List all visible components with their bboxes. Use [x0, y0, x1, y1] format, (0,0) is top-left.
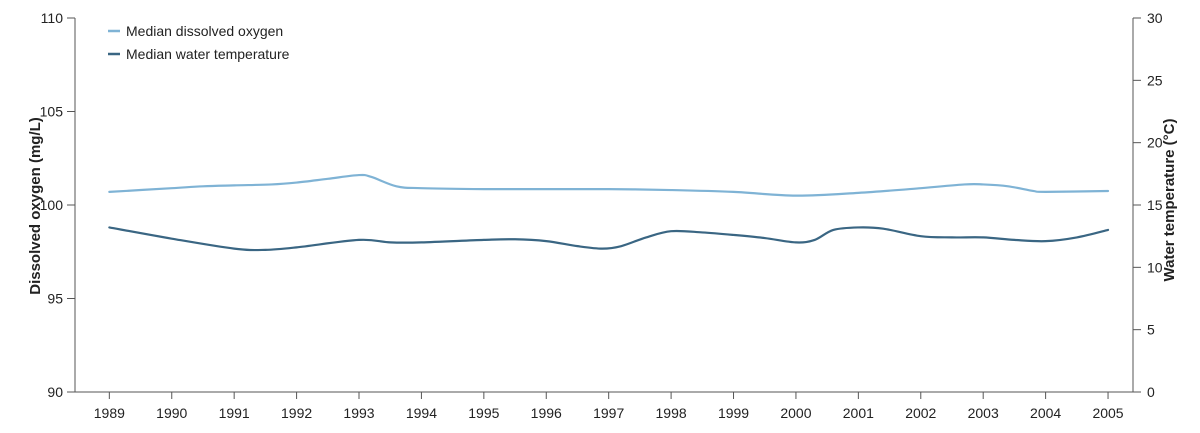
x-tick-label: 1999: [718, 405, 749, 421]
y-tick-label: 105: [40, 104, 64, 120]
x-tick-label: 1993: [343, 405, 374, 421]
x-tick-label: 2003: [968, 405, 999, 421]
y2-tick-label: 25: [1147, 72, 1163, 88]
series-line-2: [108, 226, 1110, 252]
series-lines: [108, 173, 1110, 252]
x-tick-label: 1998: [656, 405, 687, 421]
x-tick-label: 1991: [219, 405, 250, 421]
x-tick-label: 2004: [1030, 405, 1061, 421]
x-tick-label: 1992: [281, 405, 312, 421]
x-tick-label: 2005: [1092, 405, 1123, 421]
y2-tick-label: 10: [1147, 259, 1163, 275]
y2-tick-label: 0: [1147, 384, 1155, 400]
y2-axis-title: Water temperature (°C): [1161, 119, 1178, 282]
x-tick-label: 1995: [468, 405, 499, 421]
legend-label: Median dissolved oxygen: [126, 23, 283, 39]
y2-tick-label: 5: [1147, 322, 1155, 338]
x-tick-label: 2001: [843, 405, 874, 421]
x-tick-label: 1997: [593, 405, 624, 421]
legend-label: Median water temperature: [126, 46, 290, 62]
x-tick-label: 1996: [531, 405, 562, 421]
x-tick-label: 1990: [156, 405, 187, 421]
series-line-1: [108, 173, 1110, 197]
x-tick-label: 1994: [406, 405, 437, 421]
y2-tick-label: 15: [1147, 197, 1163, 213]
legend: Median dissolved oxygen Median water temp…: [108, 23, 290, 62]
y-axis-title: Dissolved oxygen (mg/L): [27, 117, 44, 295]
x-tick-label: 2000: [780, 405, 811, 421]
y2-tick-label: 20: [1147, 135, 1163, 151]
x-tick-label: 2002: [905, 405, 936, 421]
y-tick-label: 110: [41, 10, 64, 26]
y-tick-label: 95: [47, 291, 63, 307]
y2-tick-label: 30: [1147, 10, 1163, 26]
y-tick-label: 100: [40, 197, 64, 213]
axes: 90 95 100 105 110 0 5 10 15 20 25 30 1989 1990 1991 199…: [40, 10, 1163, 421]
y-tick-label: 90: [47, 384, 63, 400]
x-tick-label: 1989: [94, 405, 125, 421]
